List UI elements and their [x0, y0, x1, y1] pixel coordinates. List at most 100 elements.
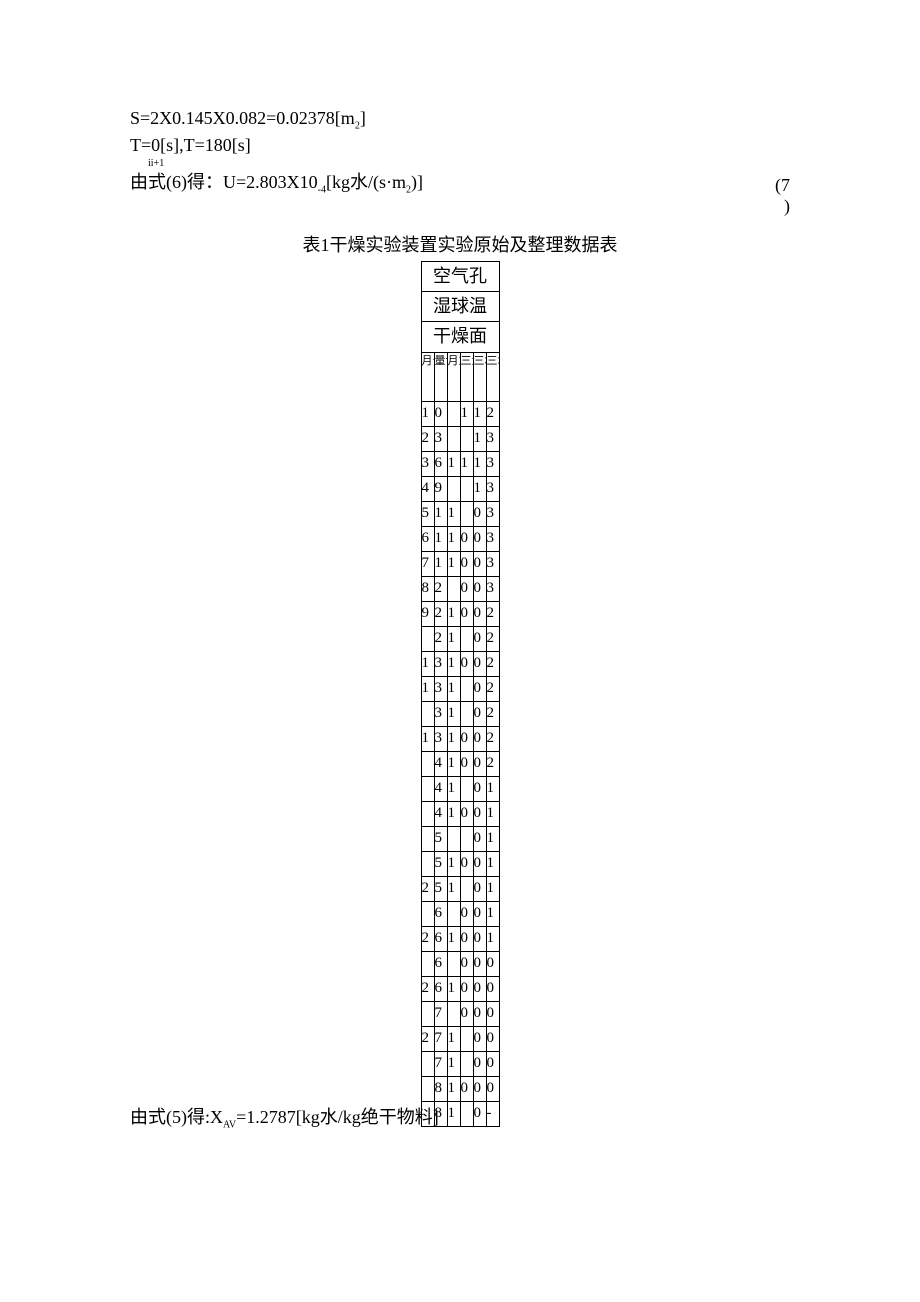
line-u-equation: 由式(6)得：U=2.803X10-4[kg水/(s·m2)]: [130, 169, 423, 196]
table-cell: 0: [460, 576, 473, 601]
table-row: 25101: [421, 876, 499, 901]
table-cell: 0: [473, 1101, 486, 1126]
table-cell: 0: [473, 601, 486, 626]
table-cell: 0: [473, 526, 486, 551]
table-cell: 0: [473, 976, 486, 1001]
table-cell: [460, 626, 473, 651]
table-cell: 0: [473, 551, 486, 576]
table-cell: 0: [473, 626, 486, 651]
table-cell: [447, 901, 460, 926]
table-cell: 1: [447, 501, 460, 526]
table-cell: [460, 876, 473, 901]
table-row: 261000: [421, 976, 499, 1001]
table-cell: 4: [421, 476, 434, 501]
table-cell: 1: [447, 1101, 460, 1126]
table-row: 27100: [421, 1026, 499, 1051]
table-cell: -: [486, 1101, 499, 1126]
table-cell: 1: [447, 926, 460, 951]
table-cell: 2: [486, 601, 499, 626]
col-head-0: 月号: [421, 352, 434, 401]
table-cell: 9: [434, 476, 447, 501]
eq-u-sub: -4: [318, 185, 326, 196]
table-cell: [460, 1026, 473, 1051]
table-cell: 0: [460, 951, 473, 976]
table-cell: [421, 701, 434, 726]
table-cell: 1: [486, 801, 499, 826]
table-cell: 1: [447, 676, 460, 701]
table-cell: 8: [434, 1076, 447, 1101]
table-cell: 0: [473, 501, 486, 526]
table-cell: 0: [486, 1076, 499, 1101]
table-cell: 1: [421, 651, 434, 676]
table-cell: 3: [434, 676, 447, 701]
table-cell: 3: [486, 576, 499, 601]
table-cell: 1: [447, 776, 460, 801]
table-cell: 4: [434, 776, 447, 801]
table-cell: 3: [486, 501, 499, 526]
table-cell: 5: [434, 876, 447, 901]
table-cell: 0: [460, 551, 473, 576]
table-cell: 1: [447, 526, 460, 551]
table-cell: 0: [473, 776, 486, 801]
eq-num-bottom: ): [784, 196, 790, 216]
table-cell: 0: [486, 976, 499, 1001]
table-row: 131002: [421, 651, 499, 676]
table-cell: 7: [434, 1051, 447, 1076]
table-cell: [421, 626, 434, 651]
table-cell: 0: [473, 826, 486, 851]
col-head-2: 月重(: [447, 352, 460, 401]
table-cell: 6: [434, 976, 447, 1001]
table-cell: [460, 701, 473, 726]
table-cell: 1: [421, 676, 434, 701]
table-cell: 7: [434, 1026, 447, 1051]
table-cell: 1: [486, 826, 499, 851]
table-row: 41002: [421, 751, 499, 776]
table-row: 361113: [421, 451, 499, 476]
table-row: 41001: [421, 801, 499, 826]
table-cell: 0: [460, 601, 473, 626]
table-row: 10112: [421, 401, 499, 426]
table-cell: 0: [460, 976, 473, 1001]
xav-sub: AV: [223, 1119, 236, 1130]
table-cell: 1: [447, 751, 460, 776]
table-cell: [421, 951, 434, 976]
table-cell: 0: [434, 401, 447, 426]
table-cell: 1: [447, 551, 460, 576]
table-cell: 1: [447, 451, 460, 476]
table-cell: [447, 951, 460, 976]
table-cell: 2: [421, 876, 434, 901]
eq-num-top: (7: [775, 175, 790, 195]
table-cell: 1: [473, 426, 486, 451]
table-cell: 1: [486, 776, 499, 801]
table-row: 6001: [421, 901, 499, 926]
table-cell: 2: [434, 576, 447, 601]
table-cell: [460, 1051, 473, 1076]
table-cell: 0: [473, 851, 486, 876]
table-cell: 2: [434, 626, 447, 651]
table-row: 261001: [421, 926, 499, 951]
table-cell: 1: [447, 851, 460, 876]
table-cell: 1: [421, 401, 434, 426]
table-cell: 0: [473, 676, 486, 701]
table-cell: 3: [486, 451, 499, 476]
table-row: 6000: [421, 951, 499, 976]
table-cell: 1: [434, 501, 447, 526]
table-cell: 0: [486, 1001, 499, 1026]
table-cell: 3: [486, 526, 499, 551]
table-cell: 1: [447, 976, 460, 1001]
table-cell: [421, 1001, 434, 1026]
column-header-row: 月号 量计 月重( 三量 三堆 三增: [421, 352, 499, 401]
eq-u-tail2: )]: [411, 172, 423, 192]
col-head-3: 三量: [460, 352, 473, 401]
header-dry-surface: 干燥面: [421, 322, 499, 352]
table-cell: 1: [460, 401, 473, 426]
col-head-1: 量计: [434, 352, 447, 401]
header-air-hole: 空气孔: [421, 262, 499, 292]
table-cell: [460, 1101, 473, 1126]
xav-prefix: 由式(5)得:X: [130, 1107, 223, 1127]
table-cell: 1: [486, 926, 499, 951]
table-title: 表1干燥实验装置实验原始及整理数据表: [130, 231, 790, 257]
table-cell: [421, 901, 434, 926]
table-cell: [447, 476, 460, 501]
line-t-equation: T=0[s],T=180[s]: [130, 132, 790, 159]
